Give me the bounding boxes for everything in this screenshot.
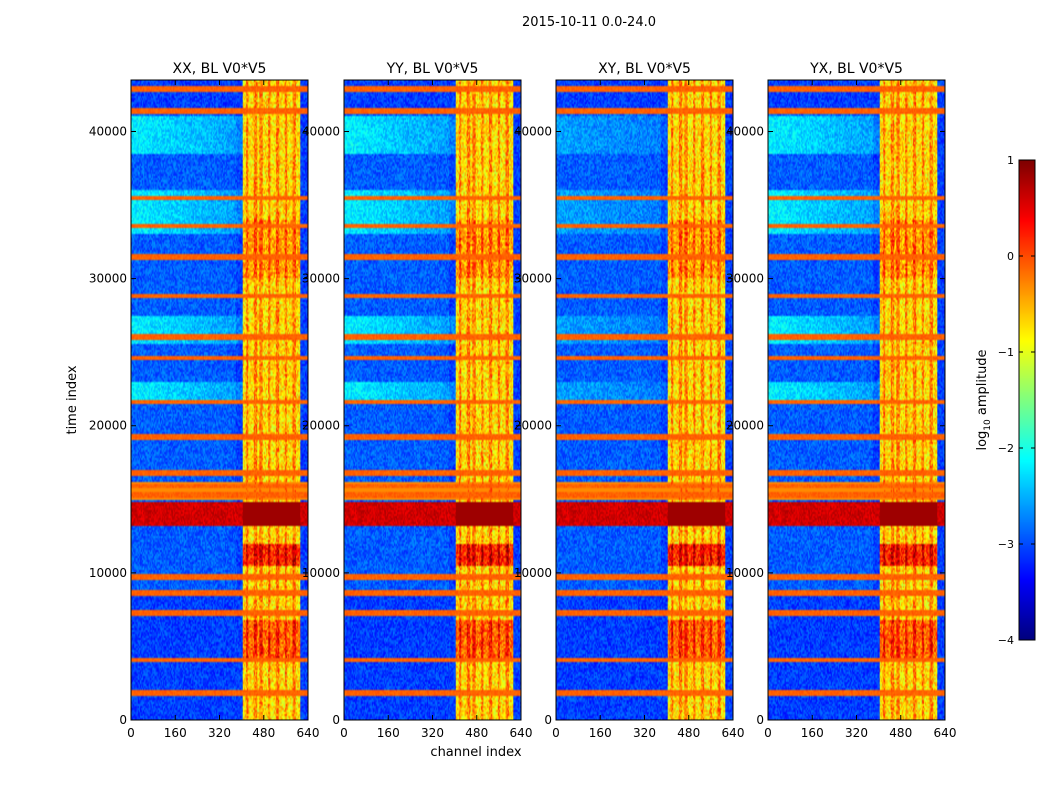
- colorbar-tick-label: −4: [998, 634, 1014, 647]
- colorbar-label: log10 amplitude: [975, 349, 993, 450]
- panel-2: YY, BL V0*V5 0 160 320 480 640 0 10000 20000 3000…: [302, 61, 533, 740]
- y-tick-label: 40000: [726, 124, 764, 138]
- y-tick-label: 20000: [89, 419, 127, 433]
- y-tick-label: 10000: [726, 566, 764, 580]
- panel-title: XX, BL V0*V5: [173, 61, 267, 77]
- waterfall-image-2: [344, 80, 521, 720]
- y-tick-label: 40000: [89, 124, 127, 138]
- colorbar-label-log: log: [975, 431, 990, 451]
- x-tick-label: 640: [722, 726, 745, 740]
- x-tick-label: 320: [845, 726, 868, 740]
- x-tick-label: 160: [377, 726, 400, 740]
- panel-1: XX, BL V0*V5 0 160 320 480 640 0 10000 20000 3000…: [89, 61, 320, 740]
- x-tick-label: 160: [164, 726, 187, 740]
- waterfall-image-1: [131, 80, 308, 720]
- x-tick-label: 640: [934, 726, 957, 740]
- colorbar-tick-label: 0: [1007, 250, 1014, 263]
- panel-4: YX, BL V0*V5 0 160 320 480 640 0 10000 20000 3000…: [726, 61, 957, 740]
- y-tick-label: 0: [544, 713, 552, 727]
- y-tick-label: 30000: [302, 272, 340, 286]
- figure-title: 2015-10-11 0.0-24.0: [522, 15, 656, 30]
- x-tick-label: 480: [252, 726, 275, 740]
- y-tick-label: 30000: [514, 272, 552, 286]
- x-tick-label: 0: [127, 726, 135, 740]
- y-tick-label: 20000: [726, 419, 764, 433]
- y-tick-label: 0: [332, 713, 340, 727]
- x-tick-label: 320: [421, 726, 444, 740]
- panel-title: YX, BL V0*V5: [809, 61, 903, 77]
- y-tick-label: 40000: [302, 124, 340, 138]
- y-tick-label: 0: [756, 713, 764, 727]
- x-tick-label: 320: [633, 726, 656, 740]
- panel-title: YY, BL V0*V5: [386, 61, 479, 77]
- x-tick-label: 480: [889, 726, 912, 740]
- y-tick-label: 10000: [514, 566, 552, 580]
- y-axis-label: time index: [65, 365, 80, 434]
- y-tick-label: 40000: [514, 124, 552, 138]
- y-tick-label: 10000: [89, 566, 127, 580]
- y-tick-label: 0: [119, 713, 127, 727]
- colorbar-tick-label: −1: [998, 346, 1014, 359]
- colorbar-tick-label: −3: [998, 538, 1014, 551]
- y-tick-label: 30000: [726, 272, 764, 286]
- y-tick-label: 20000: [514, 419, 552, 433]
- y-tick-label: 20000: [302, 419, 340, 433]
- y-tick-label: 10000: [302, 566, 340, 580]
- colorbar-frame: [1018, 159, 1036, 641]
- waterfall-image-3: [556, 80, 733, 720]
- x-tick-label: 480: [465, 726, 488, 740]
- x-axis-label: channel index: [430, 745, 521, 760]
- panel-title: XY, BL V0*V5: [598, 61, 691, 77]
- y-tick-label: 30000: [89, 272, 127, 286]
- x-tick-label: 480: [677, 726, 700, 740]
- panel-3: XY, BL V0*V5 0 160 320 480 640 0 10000 20000 3000…: [514, 61, 745, 740]
- colorbar-tick-label: −2: [998, 442, 1014, 455]
- colorbar-label-rest: amplitude: [975, 349, 990, 419]
- x-tick-label: 160: [801, 726, 824, 740]
- colorbar-label-sub: 10: [983, 419, 993, 431]
- x-tick-label: 320: [208, 726, 231, 740]
- colorbar-tick-label: 1: [1007, 154, 1014, 167]
- panels-group: XX, BL V0*V5 0 160 320 480 640 0 10000 20000 3000…: [89, 61, 957, 740]
- x-tick-label: 640: [510, 726, 533, 740]
- x-tick-label: 0: [764, 726, 772, 740]
- colorbar-gradient: [1019, 160, 1035, 640]
- waterfall-image-4: [768, 80, 945, 720]
- x-tick-label: 0: [552, 726, 560, 740]
- x-tick-label: 640: [297, 726, 320, 740]
- x-tick-label: 160: [589, 726, 612, 740]
- x-tick-label: 0: [340, 726, 348, 740]
